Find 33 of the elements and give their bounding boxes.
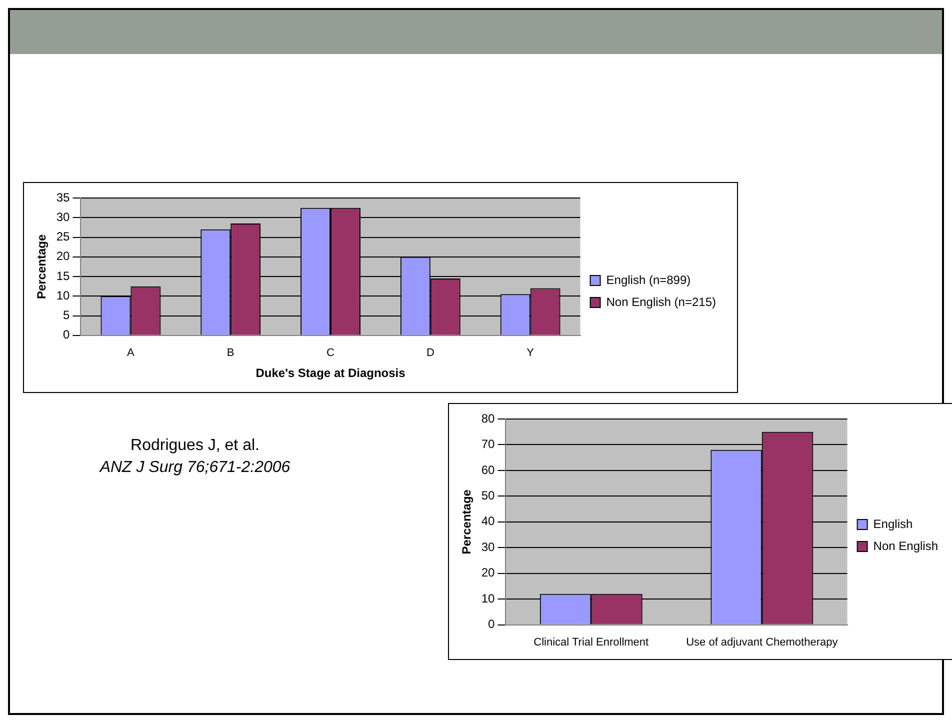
y-tick-label: 50 (481, 488, 496, 502)
legend-label: English (873, 516, 913, 531)
y-tick-label: 30 (56, 210, 70, 224)
y-tick-label: 80 (481, 411, 496, 426)
y-axis-title: Percentage (34, 234, 49, 300)
x-tick-label: Clinical Trial Enrollment (534, 636, 649, 648)
y-tick-label: 40 (481, 514, 496, 528)
text: Rodrigues J, et al. (130, 436, 260, 456)
x-tick-label: Use of adjuvant Chemotherapy (686, 636, 838, 648)
y-tick-label: 15 (56, 268, 70, 283)
y-tick-label: 30 (481, 540, 496, 554)
y-tick-label: 10 (56, 288, 70, 302)
y-tick-label: 10 (481, 591, 496, 606)
y-tick-label: 20 (56, 249, 70, 264)
y-axis-title: Percentage (460, 489, 474, 554)
x-tick-label: A (127, 347, 136, 360)
text: ANZ J Surg 76;671-2:2006 (98, 458, 292, 478)
y-tick-label: 0 (488, 617, 496, 632)
legend-label: English (n=899) (606, 272, 691, 287)
x-tick-label: B (226, 347, 234, 360)
y-tick-label: 60 (481, 462, 496, 477)
y-tick-label: 35 (56, 190, 70, 204)
x-axis-title: Duke's Stage at Diagnosis (256, 366, 406, 380)
y-tick-label: 70 (481, 437, 496, 452)
x-tick-label: C (326, 347, 335, 360)
legend-label: Non English (n=215) (606, 294, 716, 309)
y-tick-label: 0 (63, 328, 70, 342)
y-tick-label: 20 (481, 566, 496, 580)
y-tick-label: 25 (56, 230, 70, 244)
x-tick-label: D (426, 347, 434, 360)
x-tick-label: Y (526, 347, 535, 360)
y-tick-label: 5 (63, 308, 70, 322)
legend-label: Non English (873, 538, 938, 553)
